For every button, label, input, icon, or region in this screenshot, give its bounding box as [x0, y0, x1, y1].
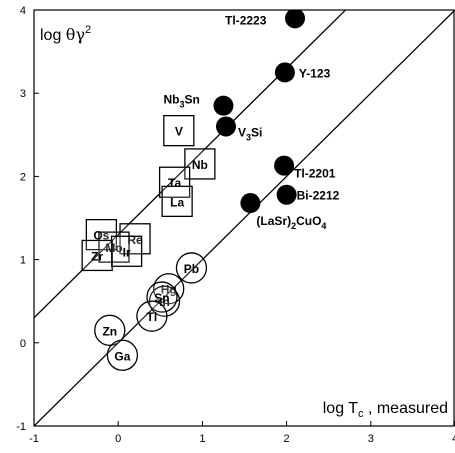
open-circle-marker [153, 273, 185, 305]
plot-frame [33, 9, 455, 427]
square-marker [119, 223, 151, 255]
axis-ticks: -1 0 1 2 3 4 -1 0 1 2 3 4 [16, 5, 455, 445]
y-tick-label: 0 [20, 338, 26, 350]
y-tick-label: 2 [20, 171, 26, 183]
x-tick-label: -1 [29, 433, 39, 445]
point-label: Bi-2212 [297, 189, 340, 203]
square-marker [158, 166, 191, 198]
reference-line-2 [34, 10, 455, 426]
open-circle-marker [175, 252, 208, 284]
y-tick-label: 3 [20, 88, 26, 100]
open-circle-marker [106, 339, 139, 371]
y-tick-label: 1 [20, 255, 26, 267]
y-axis-title-gamma: γ [75, 25, 85, 44]
filled-marker [215, 116, 236, 137]
open-circle-marker [94, 314, 126, 346]
square-marker [98, 231, 130, 263]
point-label: V [175, 125, 183, 139]
filled-marker [285, 10, 306, 29]
y-tick-label: -1 [16, 421, 26, 433]
x-tick-label: 2 [284, 433, 290, 445]
x-axis-title-subscript: c [358, 408, 364, 420]
square-marker [81, 239, 113, 272]
point-label: Zr [91, 249, 103, 263]
point-label: Mo [105, 241, 122, 255]
square-marker [110, 235, 143, 267]
point-label: Nb [192, 158, 208, 172]
y-axis-title-prefix: log [40, 27, 66, 44]
square-marker [161, 185, 193, 218]
x-tick-label: 0 [115, 433, 121, 445]
y-axis-title-exponent: 2 [85, 24, 91, 36]
point-label: Pb [184, 262, 199, 276]
point-label: Sn [154, 291, 169, 305]
filled-marker [274, 155, 295, 176]
point-label: Zn [102, 324, 117, 338]
point-label: Tl [147, 310, 158, 324]
point-label: La [170, 195, 184, 209]
point-label: In [159, 295, 170, 309]
square-marker [163, 114, 195, 147]
x-tick-label: 4 [452, 433, 455, 445]
point-label: Ga [114, 349, 130, 363]
point-label: Y-123 [299, 66, 331, 80]
y-axis-title: log θγ2 [40, 24, 91, 44]
open-circle-marker [136, 300, 168, 332]
y-tick-label: 4 [20, 5, 26, 17]
point-label: Tl-2201 [294, 167, 336, 181]
x-tick-label: 1 [199, 433, 205, 445]
data-markers: Tl-2223 Y-123 Nb3Sn V3Si Tl-2201 Bi-2212 (LaSr… [81, 10, 340, 371]
point-label: V3Si [238, 125, 262, 142]
filled-marker [276, 184, 297, 205]
x-axis-title-prefix: log T [323, 400, 359, 417]
open-circle-marker [146, 281, 178, 313]
x-tick-label: 3 [368, 433, 374, 445]
reference-lines [34, 10, 455, 426]
point-label: (LaSr)2CuO4 [256, 214, 326, 231]
filled-marker [213, 95, 234, 116]
point-label: Ir [123, 245, 131, 259]
x-axis-title-suffix: , measured [364, 400, 448, 417]
x-axis-title: log Tc , measured [323, 400, 448, 420]
point-label: Nb3Sn [163, 93, 199, 110]
filled-marker [274, 62, 295, 83]
filled-marker [240, 193, 261, 214]
y-axis-title-theta: θ [66, 25, 76, 44]
square-marker [184, 148, 216, 180]
reference-line-1 [34, 10, 347, 319]
point-label: Tl-2223 [225, 13, 267, 27]
